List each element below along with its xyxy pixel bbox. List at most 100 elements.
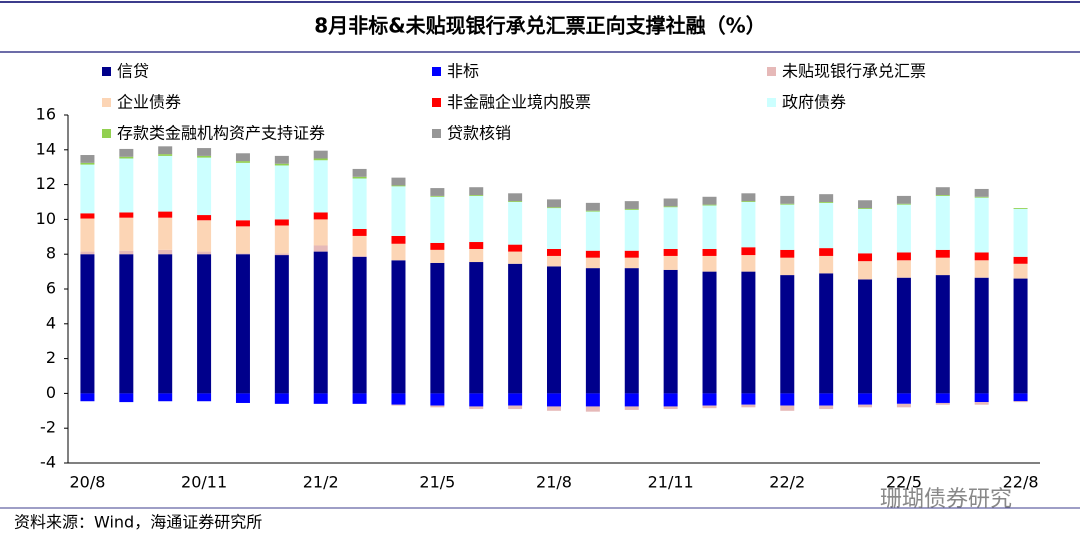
bar-segment <box>896 252 911 261</box>
bar-segment <box>119 158 134 213</box>
bar-segment <box>819 255 834 274</box>
y-tick-label: 4 <box>46 313 56 332</box>
bar-segment <box>235 393 250 403</box>
bar-segment <box>158 254 173 394</box>
bar-segment <box>158 155 173 212</box>
bar-segment <box>235 162 250 221</box>
bar-segment <box>313 160 328 213</box>
bar-segment <box>858 261 873 280</box>
bar-segment <box>508 263 523 394</box>
bar-segment <box>508 201 523 202</box>
bar-segment <box>352 228 367 236</box>
bar-segment <box>585 211 600 251</box>
bar-segment <box>80 254 95 394</box>
bar-segment <box>585 202 600 211</box>
bar-segment <box>819 273 834 394</box>
bar-segment <box>547 208 561 249</box>
legend-swatch <box>432 98 441 107</box>
bar-segment <box>235 226 250 254</box>
bar-segment <box>741 247 756 256</box>
bar-segment <box>741 393 756 405</box>
watermark: 珊瑚债券研究 <box>880 487 1012 512</box>
y-tick-label: -4 <box>40 453 56 472</box>
bar-segment <box>702 405 717 409</box>
bar-segment <box>313 158 328 161</box>
bar-segment <box>508 193 523 202</box>
bar-segment <box>508 393 523 406</box>
x-tick-label: 22/8 <box>1003 473 1039 492</box>
bar-segment <box>274 255 289 394</box>
legend-label: 非标 <box>447 62 479 81</box>
bar-segment <box>663 207 678 249</box>
bar-segment <box>430 196 445 243</box>
legend-swatch <box>102 67 111 76</box>
bar-segment <box>702 271 717 394</box>
bar-segment <box>158 211 173 218</box>
bar-segment <box>469 406 484 410</box>
legend-label: 企业债券 <box>117 93 181 112</box>
bar-segment <box>274 165 289 220</box>
bar-segment <box>313 245 328 252</box>
bar-segment <box>896 403 911 408</box>
bar-segment <box>508 244 523 252</box>
x-tick-label: 22/5 <box>886 473 922 492</box>
bar-segment <box>313 212 328 220</box>
bar-segment <box>469 195 484 196</box>
bar-segment <box>430 195 445 197</box>
bar-segment <box>974 197 989 253</box>
bar-segment <box>391 393 406 405</box>
bar-segment <box>430 405 445 408</box>
bar-segment <box>197 220 212 252</box>
y-tick-label: 10 <box>36 209 56 228</box>
bar-segment <box>430 249 445 263</box>
bar-segment <box>780 203 795 205</box>
bar-segment <box>158 393 173 402</box>
bar-segment <box>430 188 445 196</box>
bar-segment <box>935 402 950 405</box>
x-tick-label: 22/2 <box>769 473 805 492</box>
bar-segment <box>547 199 561 208</box>
legend-swatch <box>767 67 776 76</box>
bar-segment <box>274 163 289 166</box>
bar-segment <box>1013 393 1028 402</box>
bar-segment <box>624 208 639 210</box>
bar-segment <box>702 204 717 206</box>
bar-segment <box>469 242 484 249</box>
bar-segment <box>624 393 639 407</box>
bar-segment <box>585 393 600 407</box>
bar-segment <box>1013 278 1028 394</box>
bar-segment <box>352 168 367 177</box>
bar-segment <box>119 393 134 403</box>
bar-segment <box>313 251 328 394</box>
bar-segment <box>469 195 484 243</box>
bar-segment <box>1013 208 1028 209</box>
bar-segment <box>197 393 212 402</box>
bar-segment <box>819 194 834 202</box>
bar-segment <box>352 176 367 179</box>
bar-segment <box>391 177 406 186</box>
bar-segment <box>119 217 134 251</box>
bar-segment <box>391 404 406 406</box>
bar-segment <box>430 393 445 406</box>
bar-segment <box>702 255 717 272</box>
bar-segment <box>974 188 989 197</box>
bar-segment <box>352 255 367 257</box>
bar-segment <box>391 185 406 187</box>
bar-segment <box>80 155 95 163</box>
bar-segment <box>896 203 911 205</box>
bar-segment <box>274 393 289 404</box>
bar-segment <box>741 202 756 248</box>
bar-segment <box>469 248 484 263</box>
bar-segment <box>974 393 989 403</box>
bar-segment <box>585 406 600 412</box>
bar-segment <box>547 255 561 267</box>
bar-segment <box>858 200 873 209</box>
bar-segment <box>858 404 873 408</box>
bar-segment <box>780 195 795 204</box>
bar-segment <box>935 275 950 394</box>
bar-segment <box>974 252 989 261</box>
legend-label: 存款类金融机构资产支持证券 <box>117 124 325 143</box>
bar-segment <box>547 266 561 394</box>
y-tick-label: 12 <box>36 174 56 193</box>
bar-segment <box>935 393 950 403</box>
